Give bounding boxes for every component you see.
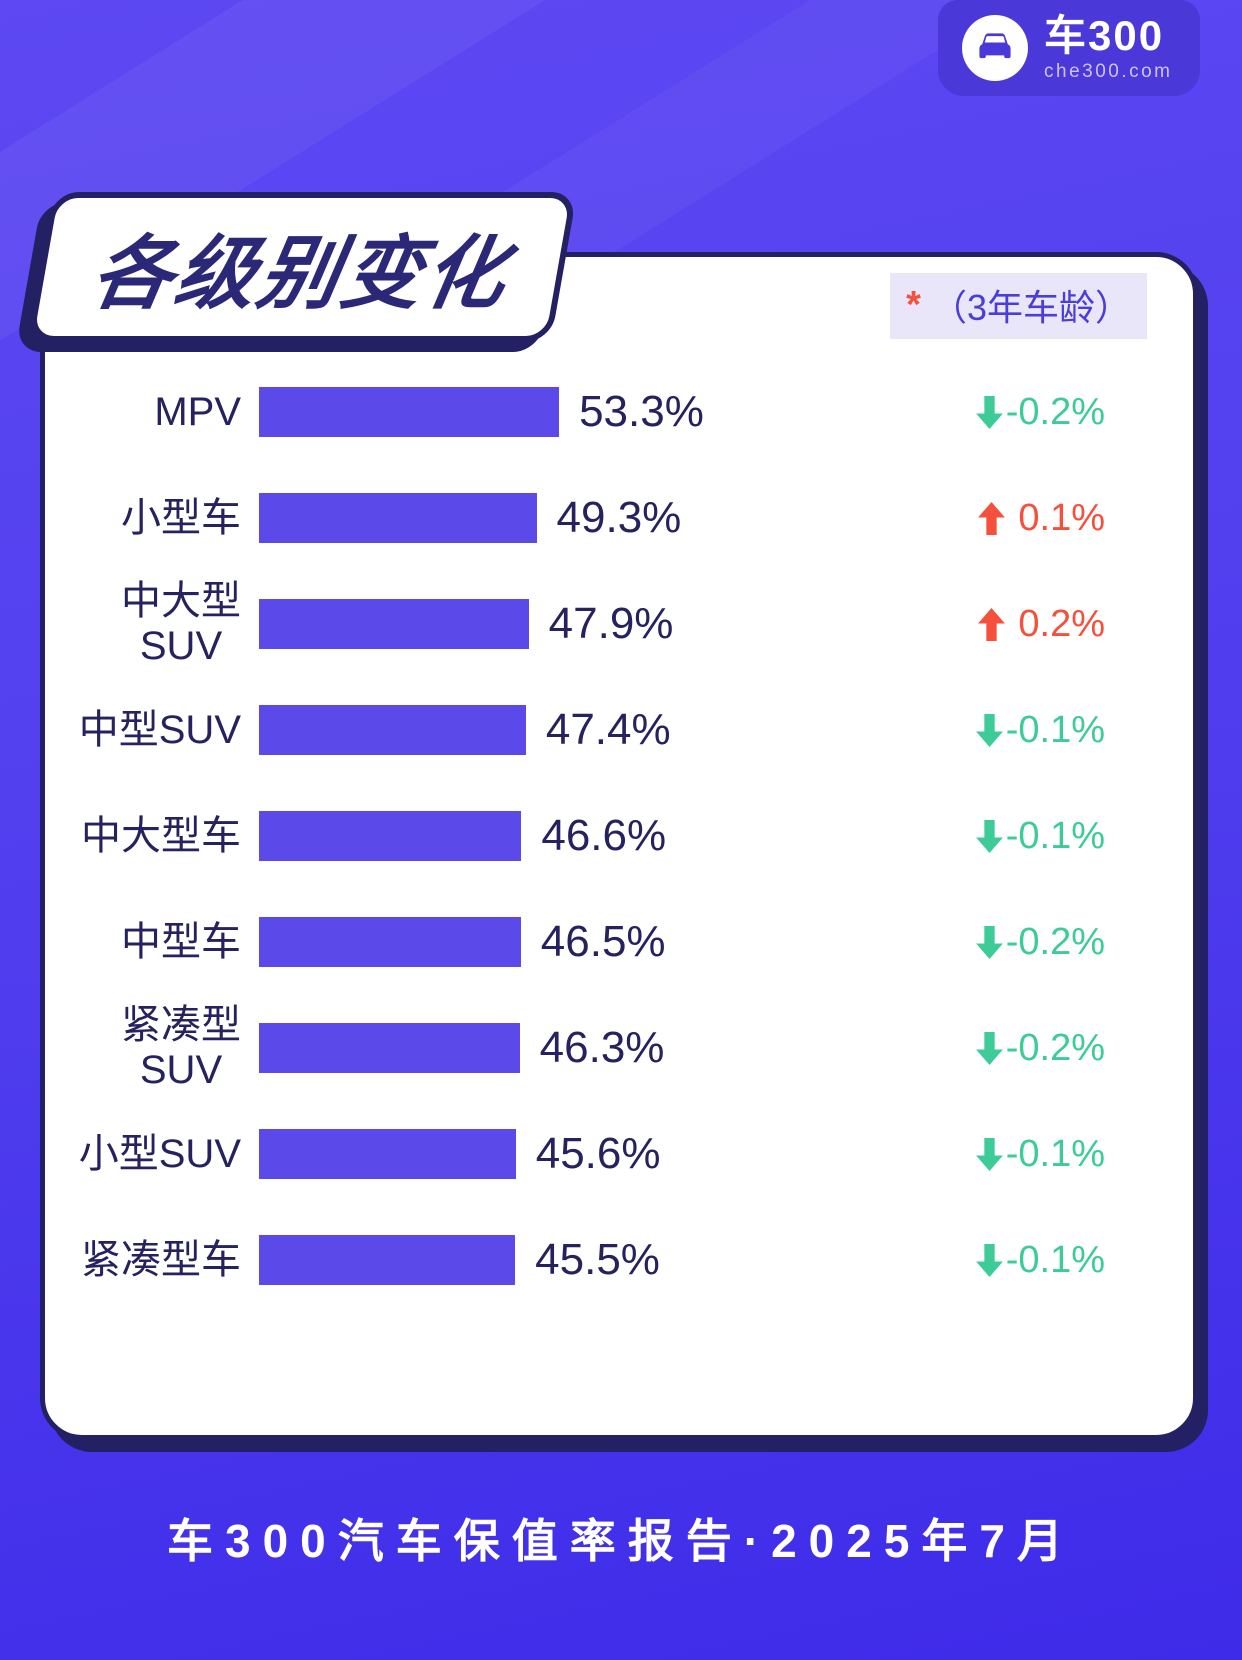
change-text: -0.1%: [1005, 814, 1105, 857]
category-label-inner: 中大型 SUV: [121, 579, 241, 669]
change-text: 0.1%: [1018, 496, 1105, 539]
value-text: 49.3%: [556, 493, 682, 542]
arrow-down-icon: [975, 713, 1003, 747]
value-text: 47.4%: [545, 705, 671, 754]
category-label: 中大型车: [45, 814, 241, 859]
arrow-down-icon: [975, 925, 1003, 959]
value-text: 46.6%: [541, 811, 667, 860]
arrow-up-icon: [978, 607, 1006, 641]
chart-row: 紧凑型 SUV 46.3% -0.2%: [45, 995, 1193, 1101]
change-indicator: -0.2%: [975, 1026, 1105, 1070]
value-text: 46.5%: [540, 917, 666, 966]
category-label-line: 中型车: [121, 919, 241, 964]
category-label: 紧凑型 SUV: [45, 1003, 241, 1093]
category-label-inner: 紧凑型车: [81, 1238, 241, 1283]
category-label-line: MPV: [154, 389, 241, 434]
category-label: MPV: [45, 390, 241, 435]
category-label: 中大型 SUV: [45, 579, 241, 669]
chart-row: 中型SUV 47.4% -0.1%: [45, 677, 1193, 783]
bar-chart: MPV 53.3% -0.2% 小型车 49.3%: [45, 359, 1193, 1313]
chart-row: 小型车 49.3% 0.1%: [45, 465, 1193, 571]
change-indicator: -0.1%: [975, 1132, 1105, 1176]
change-indicator: -0.1%: [975, 814, 1105, 858]
arrow-down-icon: [975, 1137, 1003, 1171]
age-note-text: （3年车龄）: [930, 287, 1131, 328]
chart-row: 紧凑型车 45.5% -0.1%: [45, 1207, 1193, 1313]
value-bar: [259, 811, 522, 861]
category-label: 小型SUV: [45, 1132, 241, 1177]
section-title-badge: 各级别变化: [26, 192, 578, 342]
arrow-up-icon: [978, 501, 1006, 535]
category-label-inner: MPV: [154, 390, 241, 435]
che300-logo: 车300 che300.com: [938, 0, 1200, 96]
age-note: * （3年车龄）: [890, 273, 1147, 339]
value-text: 46.3%: [539, 1023, 665, 1072]
change-text: -0.2%: [1005, 1026, 1105, 1069]
category-label-line: 中型SUV: [78, 707, 241, 752]
change-indicator: -0.2%: [975, 920, 1105, 964]
category-label: 紧凑型车: [45, 1238, 241, 1283]
category-label-line: 紧凑型: [121, 1003, 241, 1048]
arrow-down-icon: [975, 395, 1003, 429]
category-label-inner: 中大型车: [81, 814, 241, 859]
value-bar: [259, 705, 526, 755]
category-label-inner: 小型车: [121, 496, 241, 541]
category-label-line: SUV: [139, 624, 223, 668]
logo-domain: che300.com: [1044, 60, 1173, 82]
value-text: 45.6%: [535, 1129, 661, 1178]
category-label: 小型车: [45, 496, 241, 541]
arrow-down-icon: [975, 1031, 1003, 1065]
change-indicator: 0.1%: [978, 497, 1105, 540]
category-label-inner: 中型SUV: [79, 708, 241, 753]
value-bar: [259, 493, 537, 543]
chart-row: 中型车 46.5% -0.2%: [45, 889, 1193, 995]
chart-card: * （3年车龄） MPV 53.3% -0.2% 小型车: [40, 252, 1198, 1440]
change-text: -0.1%: [1005, 1238, 1105, 1281]
category-label: 中型车: [45, 920, 241, 965]
car-icon: [962, 15, 1028, 81]
category-label-inner: 小型SUV: [79, 1132, 241, 1177]
arrow-down-icon: [975, 819, 1003, 853]
logo-brand: 车300: [1044, 12, 1165, 60]
value-text: 45.5%: [535, 1235, 660, 1284]
category-label: 中型SUV: [45, 708, 241, 753]
value-text: 47.9%: [548, 599, 674, 648]
category-label-inner: 紧凑型 SUV: [121, 1003, 241, 1093]
value-bar: [259, 917, 521, 967]
change-indicator: -0.1%: [975, 1238, 1105, 1282]
chart-row: 中大型 SUV 47.9% 0.2%: [45, 571, 1193, 677]
logo-text: 车300 che300.com: [1044, 13, 1173, 82]
category-label-line: 小型SUV: [78, 1131, 241, 1176]
chart-row: 中大型车 46.6% -0.1%: [45, 783, 1193, 889]
value-bar: [259, 1235, 516, 1285]
value-bar: [259, 1129, 516, 1179]
change-text: -0.1%: [1005, 1132, 1105, 1175]
change-text: 0.2%: [1018, 602, 1105, 645]
change-text: -0.1%: [1005, 708, 1105, 751]
value-bar: [259, 599, 529, 649]
category-label-line: 小型车: [121, 495, 241, 540]
change-indicator: -0.2%: [975, 390, 1105, 434]
category-label-line: 中大型车: [81, 813, 241, 858]
chart-row: 小型SUV 45.6% -0.1%: [45, 1101, 1193, 1207]
change-text: -0.2%: [1005, 920, 1105, 963]
value-bar: [259, 1023, 520, 1073]
change-indicator: -0.1%: [975, 708, 1105, 752]
value-text: 53.3%: [579, 387, 704, 436]
category-label-line: SUV: [139, 1048, 223, 1092]
value-bar: [259, 387, 560, 437]
section-title: 各级别变化: [85, 229, 517, 318]
report-footer: 车300汽车保值率报告·2025年7月: [167, 1515, 1075, 1567]
change-indicator: 0.2%: [978, 603, 1105, 646]
arrow-down-icon: [975, 1243, 1003, 1277]
category-label-line: 紧凑型车: [81, 1237, 241, 1282]
asterisk: *: [906, 283, 921, 326]
chart-row: MPV 53.3% -0.2%: [45, 359, 1193, 465]
category-label-inner: 中型车: [121, 920, 241, 965]
category-label-line: 中大型: [121, 579, 241, 624]
change-text: -0.2%: [1005, 390, 1105, 433]
